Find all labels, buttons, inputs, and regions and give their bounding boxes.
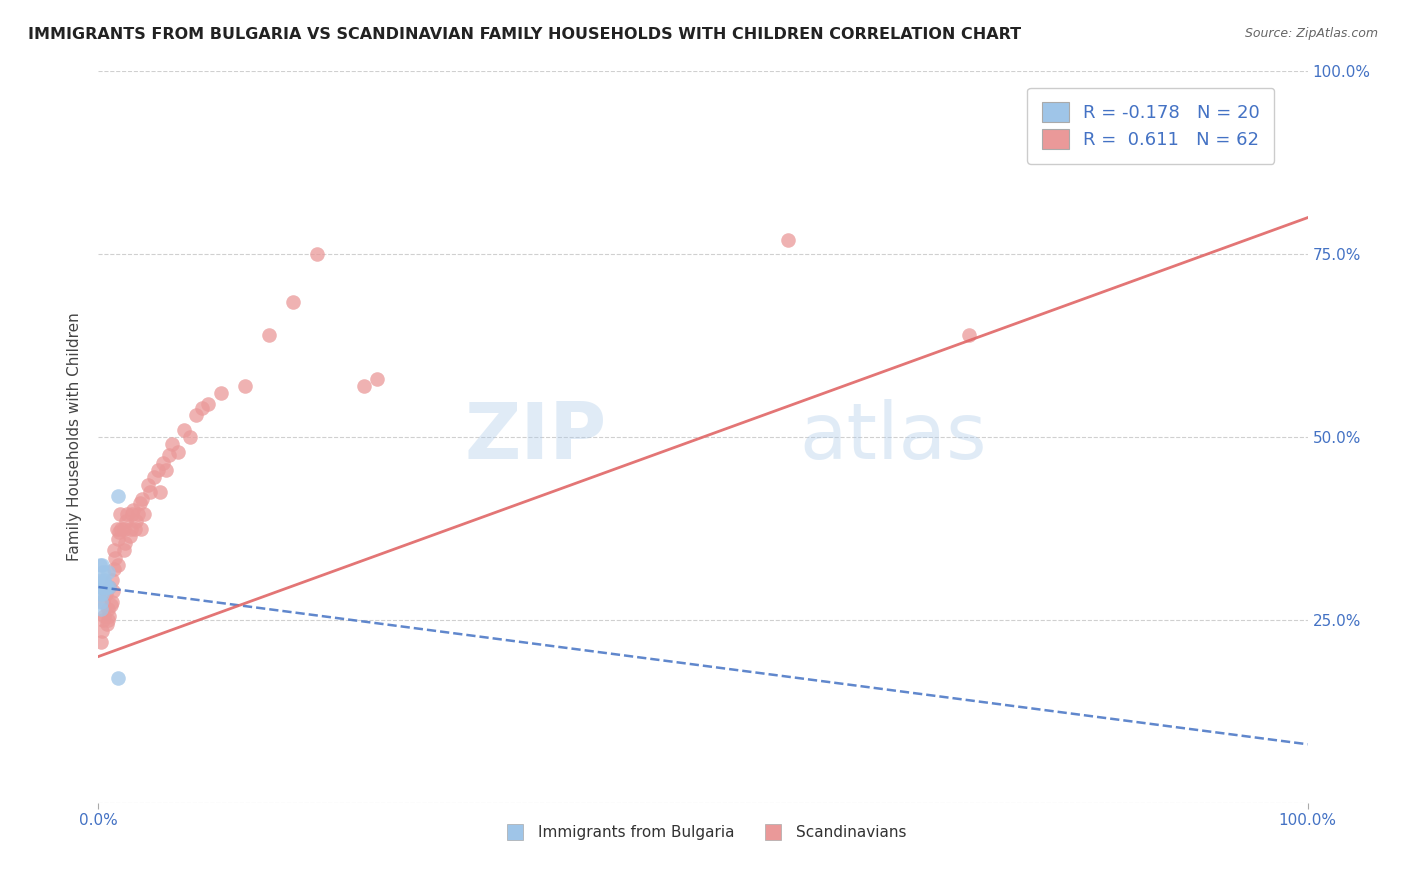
Point	[173, 423, 195, 437]
Point	[110, 521, 132, 535]
Point	[307, 247, 329, 261]
Point	[114, 536, 136, 550]
Point	[115, 514, 138, 528]
Text: atlas: atlas	[800, 399, 987, 475]
Point	[776, 233, 799, 247]
Point	[233, 379, 256, 393]
Point	[97, 602, 120, 616]
Point	[101, 583, 124, 598]
Text: ZIP: ZIP	[464, 399, 606, 475]
Point	[117, 507, 139, 521]
Point	[103, 543, 125, 558]
Point	[353, 379, 375, 393]
Point	[100, 573, 122, 587]
Point	[96, 580, 118, 594]
Point	[94, 580, 117, 594]
Point	[152, 456, 174, 470]
Point	[160, 437, 183, 451]
Point	[155, 463, 177, 477]
Point	[93, 609, 115, 624]
Point	[366, 371, 388, 385]
Point	[108, 525, 131, 540]
Point	[91, 566, 114, 580]
Point	[107, 558, 129, 573]
Point	[127, 507, 149, 521]
Point	[91, 580, 114, 594]
Point	[89, 558, 111, 573]
Point	[93, 573, 115, 587]
Text: Source: ZipAtlas.com: Source: ZipAtlas.com	[1244, 27, 1378, 40]
Point	[90, 594, 112, 608]
Point	[97, 613, 120, 627]
Point	[105, 521, 128, 535]
Point	[108, 507, 131, 521]
Point	[107, 533, 129, 547]
Point	[134, 507, 156, 521]
Point	[90, 602, 112, 616]
Point	[197, 397, 219, 411]
Legend: Immigrants from Bulgaria, Scandinavians: Immigrants from Bulgaria, Scandinavians	[494, 819, 912, 847]
Point	[129, 521, 152, 535]
Point	[91, 580, 114, 594]
Point	[136, 477, 159, 491]
Point	[121, 507, 143, 521]
Point	[131, 492, 153, 507]
Point	[281, 294, 304, 309]
Point	[91, 613, 114, 627]
Point	[139, 485, 162, 500]
Point	[89, 587, 111, 601]
Point	[96, 616, 118, 631]
Point	[90, 635, 112, 649]
Point	[157, 448, 180, 462]
Point	[90, 576, 112, 591]
Point	[91, 624, 114, 638]
Text: IMMIGRANTS FROM BULGARIA VS SCANDINAVIAN FAMILY HOUSEHOLDS WITH CHILDREN CORRELA: IMMIGRANTS FROM BULGARIA VS SCANDINAVIAN…	[28, 27, 1021, 42]
Point	[209, 386, 232, 401]
Point	[91, 558, 114, 573]
Point	[149, 485, 172, 500]
Point	[118, 529, 141, 543]
Point	[107, 489, 129, 503]
Point	[97, 566, 120, 580]
Point	[257, 327, 280, 342]
Point	[94, 587, 117, 601]
Point	[104, 550, 127, 565]
Point	[128, 496, 150, 510]
Point	[112, 521, 135, 535]
Point	[98, 609, 121, 624]
Point	[112, 543, 135, 558]
Point	[957, 327, 980, 342]
Y-axis label: Family Households with Children: Family Households with Children	[67, 313, 83, 561]
Point	[91, 594, 114, 608]
Point	[91, 580, 114, 594]
Point	[91, 587, 114, 601]
Point	[186, 408, 208, 422]
Point	[103, 562, 125, 576]
Point	[89, 573, 111, 587]
Point	[98, 580, 121, 594]
Point	[191, 401, 214, 415]
Point	[98, 580, 121, 594]
Point	[125, 514, 148, 528]
Point	[100, 594, 122, 608]
Point	[93, 576, 115, 591]
Point	[124, 521, 146, 535]
Point	[179, 430, 201, 444]
Point	[122, 503, 145, 517]
Point	[120, 521, 142, 535]
Point	[143, 470, 166, 484]
Point	[107, 672, 129, 686]
Point	[100, 599, 122, 613]
Point	[146, 463, 169, 477]
Point	[167, 444, 190, 458]
